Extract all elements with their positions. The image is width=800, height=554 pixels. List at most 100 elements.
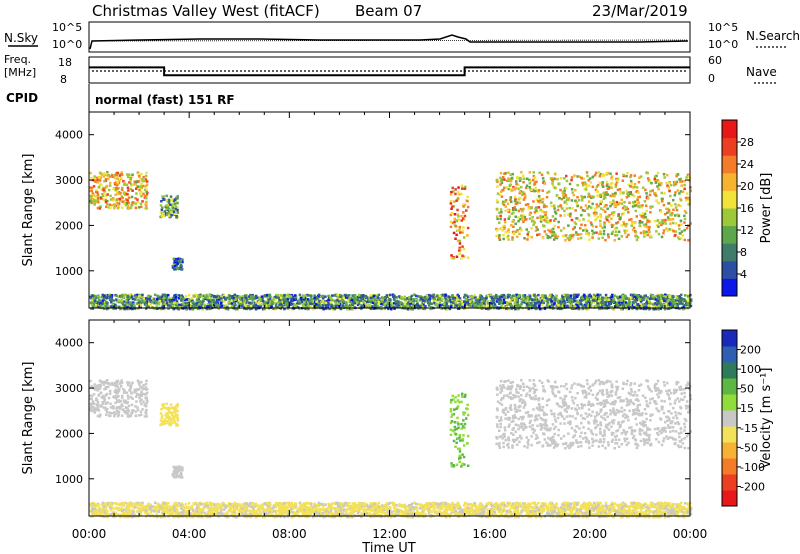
power-echo-cell (546, 191, 549, 194)
power-echo-cell (160, 200, 163, 203)
power-echo-cell (169, 304, 172, 308)
power-echo-cell (167, 201, 171, 204)
power-echo-cell (614, 204, 618, 207)
power-echo-cell (577, 237, 580, 240)
power-echo-cell (568, 182, 572, 186)
velocity-echo-cell (89, 408, 92, 411)
cpid-panel: CPID normal (fast) 151 RF (6, 84, 235, 112)
power-echo-cell (286, 307, 290, 310)
power-echo-cell (605, 215, 608, 219)
power-echo-cell (130, 195, 134, 199)
velocity-echo-cell (90, 385, 93, 388)
power-echo-cell (503, 227, 506, 231)
power-echo-cell (284, 294, 288, 297)
power-echo-cell (179, 259, 183, 262)
cpid-program: normal (fast) 151 RF (95, 93, 235, 107)
power-echo-cell (538, 197, 541, 200)
power-echo-cell (157, 301, 161, 305)
power-echo-cell (195, 302, 199, 305)
power-echo-cell (138, 175, 141, 178)
power-echo-cell (657, 180, 661, 184)
power-echo-cell (629, 175, 632, 179)
velocity-echo-cell (102, 383, 106, 386)
power-echo-cell (441, 293, 445, 296)
power-echo-cell (104, 200, 108, 204)
power-echo-cell (682, 298, 685, 301)
power-echo-cell (170, 204, 174, 208)
power-echo-cell (569, 297, 572, 300)
power-echo-cell (575, 304, 579, 307)
power-echo-cell (684, 196, 688, 200)
power-echo-cell (623, 231, 627, 235)
power-echo-cell (627, 302, 631, 305)
power-echo-cell (279, 302, 283, 306)
power-echo-cell (239, 303, 242, 306)
power-echo-cell (134, 202, 137, 205)
power-echo-cell (278, 305, 282, 309)
power-echo-cell (460, 184, 464, 188)
power-echo-cell (159, 298, 162, 301)
power-echo-cell (161, 301, 165, 304)
power-echo-cell (112, 302, 115, 306)
velocity-echo-cell (116, 411, 120, 414)
power-echo-cell (678, 302, 681, 306)
power-echo-cell (360, 307, 363, 311)
power-echo-cell (309, 299, 313, 302)
power-echo-cell (611, 298, 615, 301)
power-echo-cell (507, 217, 510, 220)
power-echo-cell (603, 194, 606, 198)
power-echo-cell (619, 192, 622, 195)
power-echo-cell (607, 215, 610, 218)
power-echo-cell (195, 306, 198, 309)
power-echo-cell (510, 212, 514, 215)
power-echo-cell (634, 235, 638, 238)
power-echo-cell (643, 296, 646, 299)
power-echo-cell (622, 173, 625, 177)
power-echo-cell (171, 304, 175, 308)
power-echo-cell (683, 238, 687, 242)
power-echo-cell (467, 298, 470, 302)
power-echo-cell (490, 302, 493, 305)
velocity-echo-cell (165, 402, 168, 406)
power-echo-cell (582, 295, 586, 298)
power-echo-cell (466, 234, 469, 237)
power-echo-cell (306, 298, 309, 301)
power-echo-cell (689, 189, 692, 193)
power-echo-cell (479, 304, 483, 307)
velocity-echo-cell (127, 404, 131, 407)
power-echo-cell (635, 293, 639, 297)
power-echo-cell (177, 294, 181, 297)
power-echo-cell (169, 215, 172, 218)
power-echo-cell (327, 303, 330, 306)
power-echo-cell (113, 206, 116, 210)
power-echo-cell (176, 195, 179, 198)
power-echo-cell (454, 303, 457, 306)
velocity-echo-cell (108, 389, 112, 393)
power-echo-cell (419, 296, 423, 300)
power-echo-cell (176, 257, 180, 261)
power-echo-cell (548, 230, 551, 233)
power-echo-cell (481, 297, 484, 300)
power-echo-cell (558, 197, 561, 200)
power-echo-cell (504, 205, 507, 208)
power-echo-cell (285, 301, 289, 305)
power-echo-cell (93, 201, 96, 204)
power-echo-cell (614, 183, 618, 186)
velocity-echo-cell (119, 384, 123, 388)
power-echo-cell (108, 293, 111, 297)
power-echo-cell (329, 296, 332, 300)
velocity-echo-cell (141, 408, 144, 411)
power-echo-cell (95, 189, 98, 192)
power-echo-cell (662, 231, 665, 235)
power-echo-cell (96, 206, 100, 210)
power-echo-cell (204, 294, 207, 297)
power-echo-cell (577, 305, 580, 308)
nave-tick-bottom: 0 (708, 72, 715, 85)
power-echo-cell (103, 294, 107, 297)
power-echo-cell (666, 300, 669, 303)
power-echo-cell (546, 171, 549, 174)
power-echo-cell (638, 307, 641, 310)
power-echo-cell (300, 296, 303, 300)
power-echo-cell (181, 260, 184, 264)
power-echo-cell (615, 226, 618, 230)
